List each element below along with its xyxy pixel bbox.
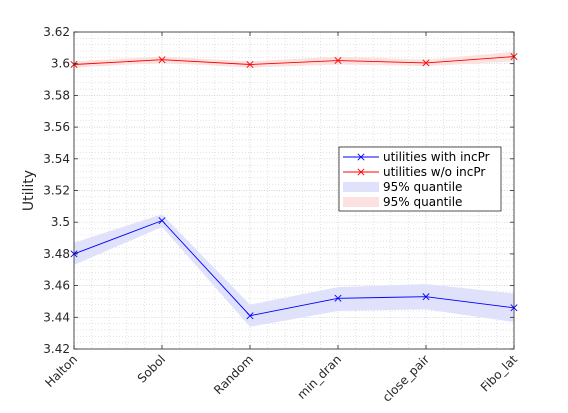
y-tick-label: 3.56 bbox=[43, 120, 70, 134]
quantile-bands bbox=[74, 51, 514, 327]
legend-label: 95% quantile bbox=[383, 180, 462, 194]
quantile-band-2 bbox=[74, 51, 514, 68]
data-point bbox=[334, 57, 342, 65]
data-point bbox=[246, 60, 254, 69]
legend-entry-band-1: 95% quantile bbox=[343, 180, 462, 194]
data-point bbox=[422, 293, 430, 301]
y-axis: 3.42 3.44 3.46 3.48 3.5 3.52 3.54 3.56 3.58 3.6 3.… bbox=[43, 25, 514, 356]
legend-entry-band-2: 95% quantile bbox=[343, 195, 462, 209]
y-tick-label: 3.6 bbox=[51, 57, 70, 71]
legend-entry-series-1: utilities with incPr bbox=[343, 150, 490, 164]
series-line-1 bbox=[73, 220, 515, 317]
y-tick-label: 3.54 bbox=[43, 152, 70, 166]
legend-label: utilities with incPr bbox=[383, 150, 490, 164]
quantile-band-1 bbox=[74, 214, 514, 327]
y-tick-label: 3.58 bbox=[43, 88, 70, 102]
y-tick-label: 3.48 bbox=[43, 247, 70, 261]
legend-entry-series-2: utilities w/o incPr bbox=[343, 165, 485, 179]
series-line-2 bbox=[73, 56, 515, 65]
y-tick-label: 3.62 bbox=[43, 25, 70, 39]
data-point bbox=[158, 56, 166, 64]
y-tick-label: 3.46 bbox=[43, 279, 70, 293]
y-tick-label: 3.42 bbox=[43, 342, 70, 356]
data-point bbox=[334, 294, 342, 302]
data-point bbox=[158, 217, 166, 225]
y-axis-label: Utility bbox=[21, 170, 37, 211]
legend-label: 95% quantile bbox=[383, 195, 462, 209]
y-tick-label: 3.52 bbox=[43, 184, 70, 198]
data-point bbox=[422, 59, 430, 67]
data-point bbox=[246, 312, 254, 320]
y-tick-label: 3.5 bbox=[51, 215, 70, 229]
legend-label: utilities w/o incPr bbox=[383, 165, 485, 179]
y-tick-label: 3.44 bbox=[43, 310, 70, 324]
